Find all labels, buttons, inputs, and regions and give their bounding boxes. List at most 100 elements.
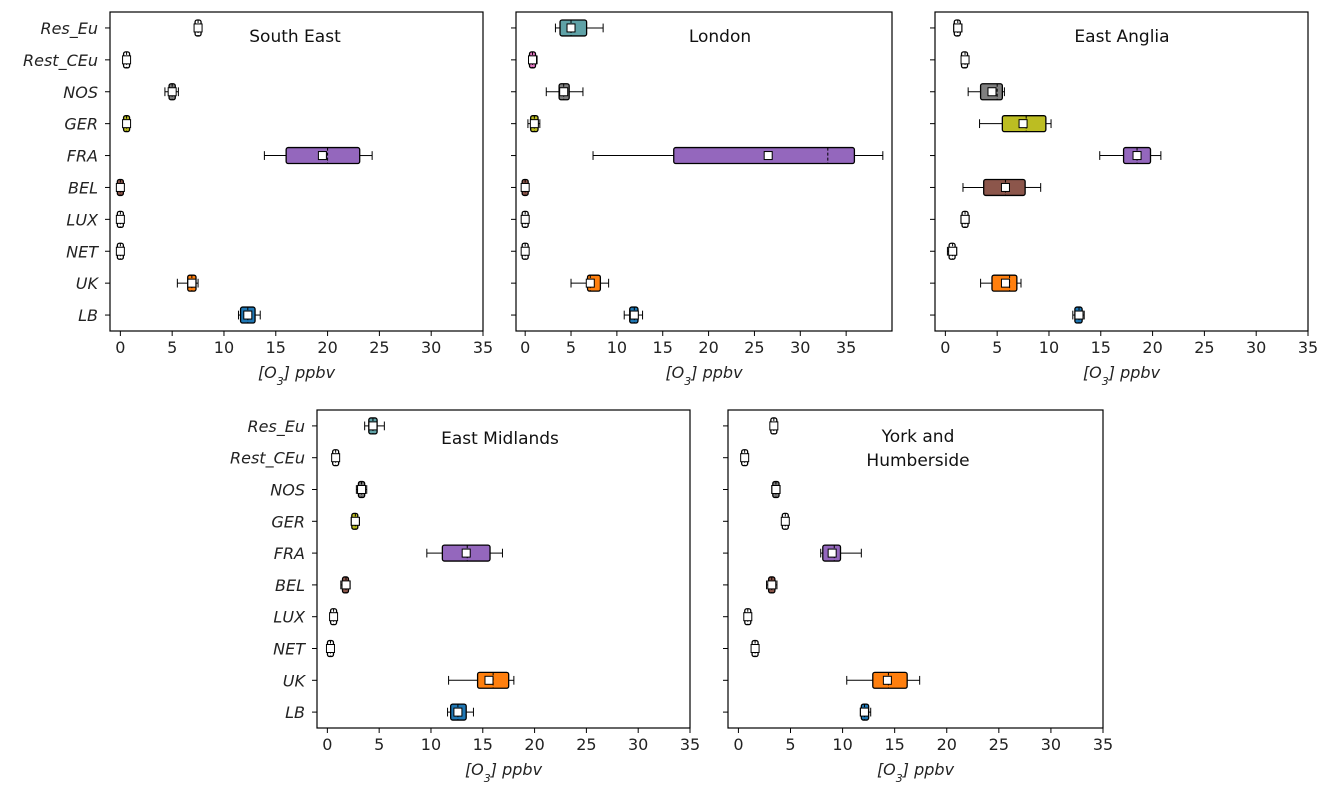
x-tick-label: 30 (790, 338, 810, 357)
box-LUX (329, 608, 339, 626)
mean-marker (750, 644, 760, 653)
box-Rest_CEu (740, 449, 750, 467)
mean-marker (357, 485, 367, 494)
box-Res_Eu (364, 417, 385, 435)
x-tick-label: 35 (473, 338, 493, 357)
mean-marker (743, 612, 753, 622)
box-FRA (426, 544, 503, 562)
category-label: UK (283, 671, 307, 690)
mean-marker (859, 707, 869, 717)
x-tick-label: 0 (115, 338, 125, 357)
box-FRA (592, 146, 884, 165)
box-Res_Eu (193, 19, 203, 37)
x-tick-label: 25 (576, 735, 596, 754)
mean-marker (122, 55, 132, 65)
panel-title-line: London (689, 27, 751, 47)
mean-marker (520, 214, 530, 224)
panel-title-line: Humberside (866, 451, 969, 471)
box-NOS (545, 83, 584, 101)
mean-marker (115, 214, 125, 224)
panel-title-line: South East (249, 27, 341, 47)
mean-marker (115, 182, 125, 192)
plot-frame (934, 11, 1309, 332)
x-tick-label: 25 (989, 735, 1009, 754)
mean-marker (528, 55, 538, 65)
mean-marker (350, 516, 360, 526)
x-tick-label: 0 (322, 735, 332, 754)
box-GER (350, 512, 360, 530)
panel-title-line: York and (881, 427, 955, 447)
category-label: NET (273, 640, 306, 659)
box-NOS (355, 480, 368, 499)
box-UK (980, 274, 1022, 292)
x-tick-label: 35 (1298, 338, 1318, 357)
category-label: LUX (273, 608, 306, 627)
box-BEL (520, 178, 530, 197)
category-label: LB (285, 703, 305, 722)
mean-marker (187, 278, 197, 288)
mean-marker (453, 707, 463, 717)
x-tick-label: 20 (698, 338, 718, 357)
x-tick-label: 5 (566, 338, 576, 357)
mean-marker (780, 516, 790, 526)
box-UK (570, 274, 610, 292)
x-tick-label: 25 (369, 338, 389, 357)
x-tick-label: 10 (421, 735, 441, 754)
panel-2: East Anglia 0 5 10 15 20 25 30 35 [O3] ppbv (930, 11, 1318, 388)
mean-marker (325, 644, 335, 653)
box-Rest_CEu (122, 51, 132, 69)
x-axis-label: [O3] ppbv (665, 363, 743, 388)
mean-marker (1000, 278, 1010, 288)
x-axis-label: [O3] ppbv (465, 760, 543, 785)
x-tick-label: 15 (473, 735, 493, 754)
box-FRA (820, 544, 862, 562)
box-Rest_CEu (331, 449, 341, 467)
plot-frame (316, 409, 691, 729)
mean-marker (484, 675, 494, 685)
panel-title-line: East Anglia (1074, 27, 1169, 47)
box-Rest_CEu (528, 51, 538, 69)
mean-marker (461, 548, 471, 558)
category-label: Res_Eu (40, 19, 98, 39)
x-tick-label: 5 (374, 735, 384, 754)
x-tick-label: 15 (266, 338, 286, 357)
box-LUX (520, 210, 530, 228)
box-Res_Eu (953, 19, 963, 37)
x-tick-label: 20 (524, 735, 544, 754)
box-NOS (771, 480, 781, 499)
x-tick-label: 10 (607, 338, 627, 357)
x-tick-label: 20 (937, 735, 957, 754)
box-LUX (115, 210, 125, 228)
mean-marker (368, 421, 378, 431)
mean-marker (987, 87, 997, 97)
box-FRA (263, 146, 373, 165)
panel-title-line: East Midlands (441, 429, 559, 449)
mean-marker (317, 151, 327, 161)
mean-marker (341, 580, 351, 590)
box-LB (237, 306, 261, 324)
box-BEL (766, 576, 778, 594)
mean-marker (882, 675, 892, 685)
box-Res_Eu (769, 417, 779, 435)
mean-marker (827, 548, 837, 558)
plot-frame (727, 409, 1104, 729)
x-tick-label: 30 (628, 735, 648, 754)
mean-marker (520, 246, 530, 256)
x-tick-label: 0 (733, 735, 743, 754)
box-LUX (743, 608, 753, 626)
x-tick-label: 0 (520, 338, 530, 357)
category-label: GER (64, 115, 98, 134)
x-tick-label: 30 (1246, 338, 1266, 357)
mean-marker (167, 87, 177, 97)
mean-marker (243, 310, 253, 320)
box-BEL (340, 576, 351, 594)
box-Rest_CEu (960, 51, 970, 69)
mean-marker (960, 55, 970, 65)
mean-marker (1074, 310, 1084, 320)
category-label: UK (76, 274, 100, 293)
category-label: Rest_CEu (230, 449, 305, 469)
category-label: Rest_CEu (23, 51, 98, 71)
panel-3: East Midlands Res_Eu Rest_CEu NOS GER FRA BEL L… (230, 409, 700, 785)
panel-4: York and Humberside 0 5 10 15 20 25 30 35 [O3] ppb… (723, 409, 1113, 785)
